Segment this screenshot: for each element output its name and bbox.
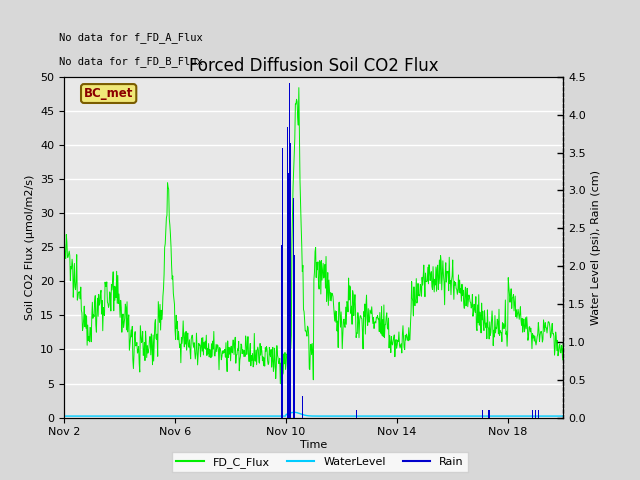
Y-axis label: Soil CO2 Flux (μmol/m2/s): Soil CO2 Flux (μmol/m2/s) — [24, 175, 35, 320]
Text: BC_met: BC_met — [84, 87, 133, 100]
Legend: FD_C_Flux, WaterLevel, Rain: FD_C_Flux, WaterLevel, Rain — [172, 452, 468, 472]
X-axis label: Time: Time — [300, 440, 327, 450]
Text: No data for f_FD_A_Flux: No data for f_FD_A_Flux — [59, 33, 203, 43]
Y-axis label: Water Level (psi), Rain (cm): Water Level (psi), Rain (cm) — [591, 170, 602, 324]
Text: No data for f_FD_B_Flux: No data for f_FD_B_Flux — [59, 56, 203, 67]
Title: Forced Diffusion Soil CO2 Flux: Forced Diffusion Soil CO2 Flux — [189, 57, 438, 75]
